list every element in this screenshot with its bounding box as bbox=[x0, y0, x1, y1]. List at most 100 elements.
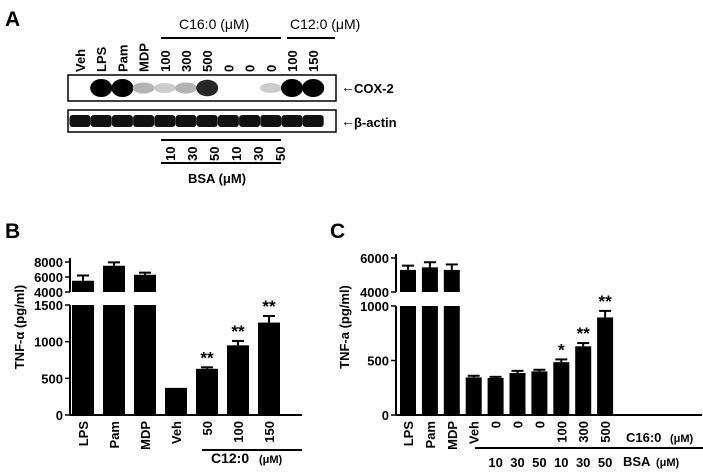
cox2-arrow: ← bbox=[341, 79, 355, 95]
y-tick-label: 500 bbox=[41, 371, 63, 386]
bar bbox=[421, 306, 438, 415]
actin-band bbox=[154, 115, 176, 127]
cox2-band bbox=[302, 79, 325, 97]
y-tick-label: 4000 bbox=[34, 285, 63, 300]
x-tick-label: 150 bbox=[262, 421, 277, 443]
cox2-band bbox=[132, 82, 155, 94]
blot-lane-label: 100 bbox=[158, 50, 173, 72]
c12-header: C12:0 (μM) bbox=[290, 16, 360, 32]
bsa-value: 50 bbox=[598, 455, 612, 470]
actin-bands bbox=[69, 115, 324, 127]
cox2-label: COX-2 bbox=[354, 81, 394, 96]
bar-upper bbox=[72, 280, 94, 292]
western-blot: Veh LPS Pam MDP 100 300 500 0 0 0 100 150 C16:0 (μM… bbox=[67, 16, 397, 186]
chart-b-group-unit: (μM) bbox=[259, 454, 283, 466]
blot-lane-label: LPS bbox=[94, 46, 109, 72]
bar bbox=[165, 387, 187, 415]
actin-band bbox=[260, 115, 282, 127]
actin-band bbox=[175, 115, 197, 127]
bsa-value: 30 bbox=[251, 147, 266, 161]
cox2-band bbox=[281, 79, 303, 97]
y-tick-label: 1000 bbox=[360, 299, 389, 314]
significance-marker: ** bbox=[598, 292, 612, 311]
bar bbox=[103, 305, 125, 415]
bar bbox=[509, 373, 526, 415]
significance-marker: ** bbox=[262, 297, 276, 316]
x-tick-label: 0 bbox=[489, 421, 504, 428]
blot-lane-label: 0 bbox=[221, 65, 236, 72]
significance-marker: ** bbox=[577, 324, 591, 343]
actin-band bbox=[281, 115, 303, 127]
chart-c-row1-label: C16:0 bbox=[626, 430, 661, 445]
blot-lane-label: 0 bbox=[243, 65, 258, 72]
y-tick-label: 4000 bbox=[360, 285, 389, 300]
bar bbox=[553, 362, 570, 415]
cox2-band bbox=[196, 79, 219, 97]
y-tick-label: 6000 bbox=[360, 251, 389, 266]
significance-marker: ** bbox=[200, 348, 214, 367]
x-tick-label: 0 bbox=[532, 421, 547, 428]
bar bbox=[227, 345, 249, 415]
x-tick-label: LPS bbox=[401, 421, 416, 447]
blot-lane-label: 0 bbox=[264, 65, 279, 72]
bar bbox=[575, 346, 592, 415]
bsa-value: 50 bbox=[207, 147, 222, 161]
significance-marker: ** bbox=[231, 322, 245, 341]
x-tick-label: 300 bbox=[576, 421, 591, 443]
bar bbox=[196, 368, 218, 415]
x-tick-label: 100 bbox=[554, 421, 569, 443]
bar bbox=[487, 377, 504, 415]
blot-lane-label: 300 bbox=[179, 50, 194, 72]
y-tick-label: 0 bbox=[382, 408, 389, 423]
actin-band bbox=[90, 115, 112, 127]
x-tick-label: 50 bbox=[200, 421, 215, 435]
bar-upper bbox=[443, 269, 460, 292]
bar-upper bbox=[103, 265, 125, 292]
bar bbox=[72, 305, 94, 415]
actin-band bbox=[111, 115, 133, 127]
y-tick-label: 0 bbox=[56, 408, 63, 423]
panel-label-a: A bbox=[5, 8, 20, 31]
y-tick-label: 8000 bbox=[34, 255, 63, 270]
chart-c-row2-unit: (μM) bbox=[656, 457, 680, 469]
blot-lane-labels: Veh LPS Pam MDP 100 300 500 0 0 0 100 150 bbox=[73, 43, 321, 72]
bsa-value: 10 bbox=[229, 147, 244, 161]
significance-marker: * bbox=[558, 340, 565, 359]
bsa-value: 50 bbox=[532, 455, 546, 470]
bar bbox=[465, 377, 482, 415]
actin-band bbox=[69, 115, 91, 127]
blot-lane-label: 100 bbox=[285, 50, 300, 72]
cox2-band bbox=[90, 79, 113, 97]
bar bbox=[134, 305, 156, 415]
chart-c: TNF-a (pg/ml) C16:0 (μM) BSA (μM) 4000 60… bbox=[337, 251, 703, 470]
chart-b-ylabel: TNF-α (pg/ml) bbox=[12, 285, 27, 370]
blot-lane-label: Veh bbox=[73, 49, 88, 72]
actin-band bbox=[239, 115, 261, 127]
bar-upper bbox=[400, 269, 416, 292]
actin-arrow: ← bbox=[341, 113, 355, 129]
x-tick-label: MDP bbox=[445, 421, 460, 450]
blot-lane-label: 150 bbox=[306, 50, 321, 72]
bsa-value: 10 bbox=[488, 455, 502, 470]
actin-band bbox=[196, 115, 218, 127]
x-tick-label: Veh bbox=[169, 421, 184, 444]
bar bbox=[597, 317, 614, 415]
chart-c-row2-label: BSA bbox=[623, 454, 651, 469]
y-tick-label: 6000 bbox=[34, 270, 63, 285]
bar bbox=[531, 371, 548, 415]
cox2-bands bbox=[90, 79, 325, 97]
cox2-band bbox=[111, 79, 134, 97]
x-tick-label: 100 bbox=[231, 421, 246, 443]
panel-label-b: B bbox=[5, 220, 20, 243]
actin-band bbox=[133, 115, 155, 127]
y-tick-label: 1000 bbox=[34, 335, 63, 350]
blot-lane-label: MDP bbox=[137, 43, 152, 72]
x-tick-label: LPS bbox=[76, 421, 91, 447]
bsa-value: 30 bbox=[576, 455, 590, 470]
x-tick-label: 500 bbox=[598, 421, 613, 443]
bsa-lane-labels: 10 30 50 10 30 50 bbox=[163, 147, 288, 161]
x-tick-label: Pam bbox=[423, 421, 438, 448]
bar bbox=[443, 306, 460, 415]
